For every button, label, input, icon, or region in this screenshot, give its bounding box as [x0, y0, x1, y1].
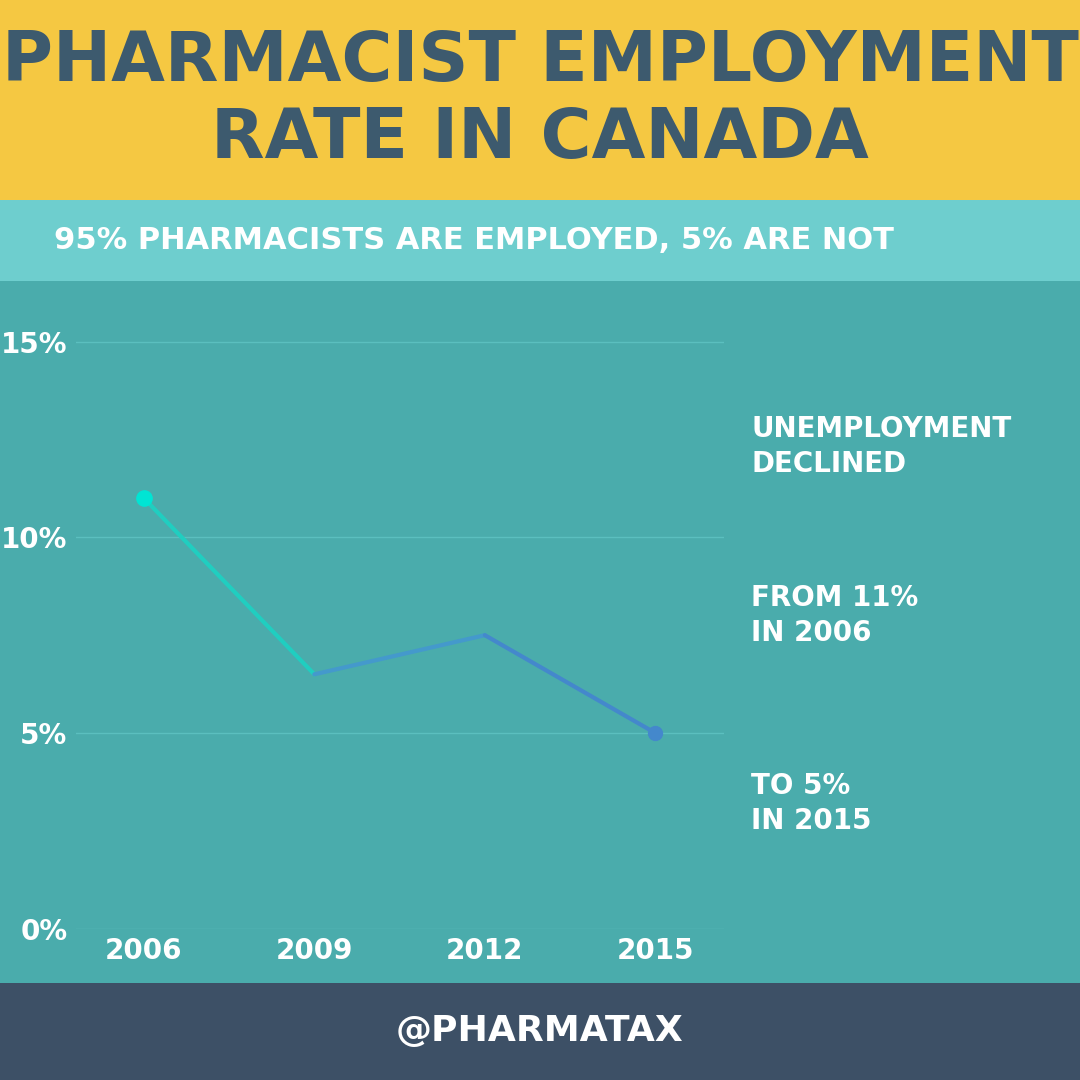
Text: PHARMACIST EMPLOYMENT
RATE IN CANADA: PHARMACIST EMPLOYMENT RATE IN CANADA: [1, 28, 1079, 172]
Text: UNEMPLOYMENT
DECLINED: UNEMPLOYMENT DECLINED: [752, 415, 1011, 477]
Text: 95% PHARMACISTS ARE EMPLOYED, 5% ARE NOT: 95% PHARMACISTS ARE EMPLOYED, 5% ARE NOT: [54, 226, 894, 255]
Text: @PHARMATAX: @PHARMATAX: [396, 1014, 684, 1049]
Text: TO 5%
IN 2015: TO 5% IN 2015: [752, 772, 872, 835]
Text: FROM 11%
IN 2006: FROM 11% IN 2006: [752, 584, 918, 647]
